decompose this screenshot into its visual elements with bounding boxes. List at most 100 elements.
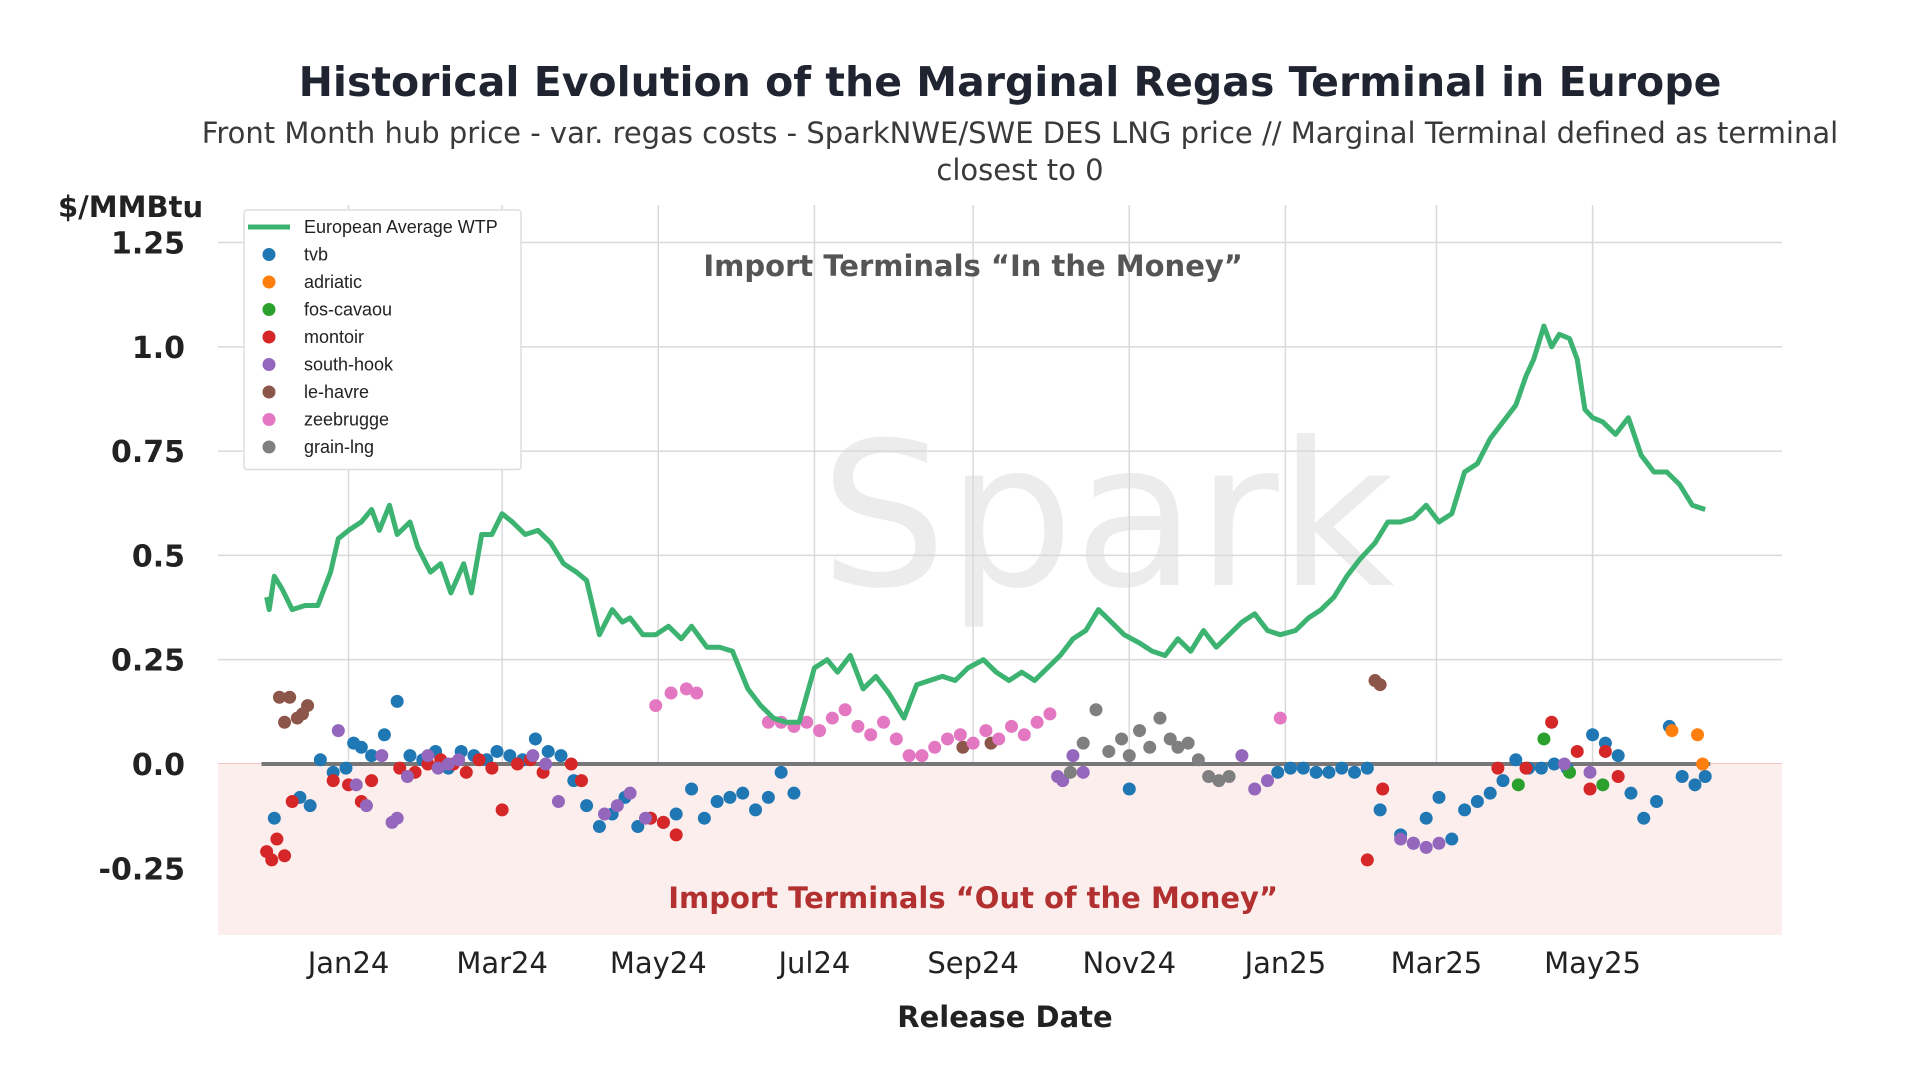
x-tick-label: Jan24 bbox=[306, 946, 390, 980]
point-montoir bbox=[656, 815, 670, 829]
point-south-hook bbox=[431, 761, 445, 775]
watermark-text: Spark bbox=[820, 400, 1395, 633]
point-south-hook bbox=[1248, 782, 1262, 796]
point-south-hook bbox=[1260, 774, 1274, 788]
point-south-hook bbox=[526, 749, 540, 763]
legend-label-fos-cavaou: fos-cavaou bbox=[304, 300, 392, 320]
point-tvb bbox=[1296, 761, 1310, 775]
point-tvb bbox=[1322, 765, 1336, 779]
point-zeebrugge bbox=[1043, 707, 1057, 721]
point-zeebrugge bbox=[800, 715, 814, 729]
point-tvb bbox=[710, 795, 724, 809]
point-south-hook bbox=[441, 757, 455, 771]
point-south-hook bbox=[551, 795, 565, 809]
point-tvb bbox=[390, 694, 404, 708]
y-tick-label: 0.75 bbox=[111, 435, 185, 470]
point-grain-lng bbox=[1063, 765, 1077, 779]
terminal-points bbox=[260, 674, 1712, 867]
legend-swatch-tvb bbox=[262, 248, 276, 261]
point-south-hook bbox=[1066, 749, 1080, 763]
point-south-hook bbox=[375, 749, 389, 763]
point-grain-lng bbox=[1163, 732, 1177, 746]
legend-label-adriatic: adriatic bbox=[304, 272, 362, 292]
point-montoir bbox=[1519, 761, 1533, 775]
chart-title: Historical Evolution of the Marginal Reg… bbox=[298, 58, 1722, 106]
point-grain-lng bbox=[1153, 711, 1167, 725]
point-montoir bbox=[278, 849, 292, 863]
point-le-havre bbox=[283, 690, 297, 704]
point-tvb bbox=[1458, 803, 1472, 817]
point-fos-cavaou bbox=[1596, 778, 1610, 792]
x-tick-label: Mar24 bbox=[456, 946, 548, 980]
point-tvb bbox=[528, 732, 542, 746]
point-le-havre bbox=[278, 715, 292, 729]
point-south-hook bbox=[598, 807, 612, 821]
point-tvb bbox=[697, 811, 711, 825]
point-south-hook bbox=[1235, 749, 1249, 763]
point-tvb bbox=[1309, 765, 1323, 779]
point-tvb bbox=[787, 786, 801, 800]
annotation-out-of-money: Import Terminals “Out of the Money” bbox=[668, 881, 1278, 915]
point-tvb bbox=[749, 803, 763, 817]
point-south-hook bbox=[400, 769, 414, 783]
point-south-hook bbox=[349, 778, 363, 792]
point-tvb bbox=[267, 811, 281, 825]
point-zeebrugge bbox=[877, 715, 891, 729]
point-tvb bbox=[1637, 811, 1651, 825]
point-south-hook bbox=[1419, 840, 1433, 854]
point-adriatic bbox=[1696, 757, 1710, 771]
point-le-havre bbox=[301, 699, 315, 713]
point-zeebrugge bbox=[864, 728, 878, 742]
point-fos-cavaou bbox=[1511, 778, 1525, 792]
point-tvb bbox=[1675, 769, 1689, 783]
point-tvb bbox=[1586, 728, 1600, 742]
point-tvb bbox=[1432, 790, 1446, 804]
x-tick-label: May24 bbox=[610, 946, 707, 980]
point-zeebrugge bbox=[649, 699, 663, 713]
y-axis-label: $/MMBtu bbox=[58, 190, 203, 224]
point-tvb bbox=[503, 749, 517, 763]
point-le-havre bbox=[956, 740, 970, 754]
chart-subtitle: Front Month hub price - var. regas costs… bbox=[201, 116, 1839, 187]
point-zeebrugge bbox=[813, 724, 827, 738]
point-south-hook bbox=[452, 753, 466, 767]
point-tvb bbox=[1335, 761, 1349, 775]
point-zeebrugge bbox=[966, 736, 980, 750]
point-tvb bbox=[1698, 769, 1712, 783]
point-tvb bbox=[723, 790, 737, 804]
point-zeebrugge bbox=[889, 732, 903, 746]
x-tick-label: Jan25 bbox=[1243, 946, 1327, 980]
point-tvb bbox=[303, 799, 317, 813]
point-grain-lng bbox=[1089, 703, 1103, 717]
y-tick-label: -0.25 bbox=[99, 852, 185, 887]
point-tvb bbox=[365, 749, 379, 763]
point-tvb bbox=[1534, 761, 1548, 775]
point-zeebrugge bbox=[928, 740, 942, 754]
point-tvb bbox=[1445, 832, 1459, 846]
point-montoir bbox=[669, 828, 683, 842]
point-tvb bbox=[1547, 757, 1561, 771]
point-tvb bbox=[1373, 803, 1387, 817]
legend-swatch-zeebrugge bbox=[262, 413, 276, 426]
point-tvb bbox=[1496, 774, 1510, 788]
point-grain-lng bbox=[1133, 724, 1147, 738]
point-south-hook bbox=[1406, 836, 1420, 850]
x-tick-label: Jul24 bbox=[776, 946, 850, 980]
point-le-havre bbox=[1373, 678, 1387, 692]
point-grain-lng bbox=[1115, 732, 1129, 746]
y-tick-label: 1.25 bbox=[111, 227, 185, 262]
y-tick-label: 0.5 bbox=[132, 539, 185, 574]
point-tvb bbox=[1419, 811, 1433, 825]
point-adriatic bbox=[1691, 728, 1705, 742]
series-line-european-average-wtp bbox=[264, 323, 1706, 725]
legend-swatch-montoir bbox=[262, 330, 276, 344]
point-zeebrugge bbox=[1017, 728, 1031, 742]
point-south-hook bbox=[421, 749, 435, 763]
point-zeebrugge bbox=[979, 724, 993, 738]
point-zeebrugge bbox=[851, 719, 865, 733]
annotations: Import Terminals “In the Money” Import Te… bbox=[668, 249, 1278, 915]
point-zeebrugge bbox=[953, 728, 967, 742]
legend-label-montoir: montoir bbox=[304, 327, 364, 347]
point-tvb bbox=[1122, 782, 1136, 796]
point-south-hook bbox=[638, 811, 652, 825]
